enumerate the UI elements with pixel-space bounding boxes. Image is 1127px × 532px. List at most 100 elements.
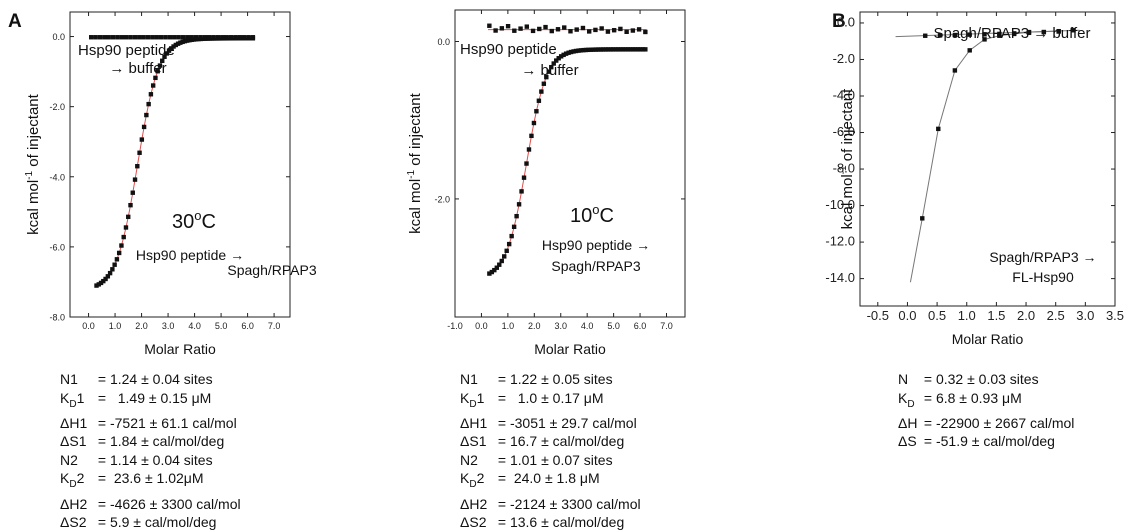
- binding-data-point: [116, 250, 122, 256]
- control-annotation: Hsp90 peptide: [460, 41, 557, 58]
- result-value: = 0.32 ± 0.03 sites: [920, 371, 1039, 387]
- result-value: = -3051 ± 29.7 cal/mol: [494, 414, 637, 431]
- binding-data-point: [551, 61, 556, 66]
- control-data-point: [202, 35, 208, 40]
- y-axis-label: kcal mol-1 of injectant: [838, 88, 856, 229]
- binding-data-point: [132, 177, 138, 182]
- binding-data-point: [178, 40, 183, 45]
- x-tick-label: 2.0: [528, 321, 541, 331]
- result-label: ΔS: [898, 433, 917, 450]
- binding-data-point: [169, 46, 174, 51]
- binding-data-point: [489, 269, 495, 275]
- binding-annotation: Hsp90 peptide →: [136, 247, 244, 263]
- x-tick-label: 1.0: [958, 308, 976, 323]
- x-tick-label: 2.5: [1047, 308, 1065, 323]
- control-data-point: [189, 35, 194, 40]
- x-axis-label: Molar Ratio: [144, 341, 216, 357]
- chart-b: -0.5 0.0 0.5 1.0 1.5 2.0 2.5 3.0 3.5 0.0 -2.0 -4.0 -…: [825, 11, 1124, 347]
- panel-label-b: B: [832, 11, 846, 32]
- binding-data-point: [630, 47, 636, 52]
- x-tick-label: 5.0: [215, 321, 228, 331]
- binding-data-point: [160, 58, 165, 63]
- binding-data-point: [128, 202, 133, 208]
- control-data-point: [198, 35, 203, 40]
- control-data-point: [636, 27, 642, 32]
- binding-data-point: [534, 109, 539, 114]
- y-tick-label: -2.0: [833, 51, 855, 66]
- result-row: ΔH2 = -2124 ± 3300 cal/mol: [460, 495, 641, 514]
- control-data-point: [537, 26, 542, 32]
- result-label: ΔH1: [460, 414, 488, 431]
- binding-data-point: [164, 51, 169, 56]
- binding-data-point: [588, 47, 594, 52]
- binding-data-point: [189, 37, 194, 43]
- binding-data-point: [148, 92, 154, 97]
- binding-data-point: [514, 213, 519, 219]
- control-data-point: [115, 35, 120, 40]
- control-data-point: [499, 26, 505, 31]
- y-tick-label: -12.0: [825, 234, 855, 249]
- binding-data-point: [96, 282, 101, 287]
- x-tick-label: 3.0: [554, 321, 567, 331]
- binding-data-point: [94, 283, 99, 288]
- control-data-point: [110, 35, 116, 40]
- result-label: N: [898, 371, 909, 387]
- binding-data-point: [171, 44, 176, 49]
- panel-label-a: A: [8, 11, 22, 32]
- y-tick-label: -2.0: [49, 102, 65, 112]
- x-tick-label: 7.0: [660, 321, 673, 331]
- binding-data-point: [568, 49, 574, 55]
- result-row: KD2 = 23.6 ± 1.02μM: [60, 469, 241, 494]
- y-tick-label: -14.0: [825, 270, 855, 285]
- binding-data-point: [499, 258, 504, 264]
- binding-data-point: [110, 267, 115, 272]
- binding-data-point: [581, 47, 586, 53]
- result-label: ΔH2: [460, 495, 488, 512]
- control-data-point: [1056, 29, 1061, 34]
- binding-data-point: [526, 147, 532, 152]
- x-tick-label: 0.0: [475, 321, 488, 331]
- temperature-label: 30oC: [172, 208, 216, 233]
- result-row: N1 = 1.24 ± 0.04 sites: [60, 370, 241, 389]
- binding-data-point: [173, 42, 179, 48]
- result-value: = 1.01 ± 0.07 sites: [494, 451, 613, 468]
- binding-data-point: [556, 56, 561, 61]
- control-data-point: [518, 26, 523, 31]
- control-data-point: [1011, 31, 1017, 36]
- control-data-point: [643, 29, 648, 35]
- result-label: ΔH2: [60, 495, 88, 512]
- result-value: = -7521 ± 61.1 cal/mol: [94, 414, 237, 431]
- binding-data-point: [103, 276, 108, 282]
- result-value: = 1.22 ± 0.05 sites: [494, 371, 613, 387]
- x-tick-label: 6.0: [634, 321, 647, 331]
- binding-data-point: [608, 47, 613, 52]
- x-tick-label: 1.0: [502, 321, 515, 331]
- y-tick-label: -4.0: [833, 88, 855, 103]
- control-annotation: Hsp90 peptide: [78, 42, 175, 59]
- binding-data-point: [920, 216, 925, 221]
- x-tick-label: 3.0: [1076, 308, 1094, 323]
- result-label: ΔS1: [60, 433, 87, 450]
- result-row: ΔH1 = -7521 ± 61.1 cal/mol: [60, 414, 241, 433]
- x-tick-label: 6.0: [241, 321, 254, 331]
- x-tick-label: -0.5: [867, 308, 889, 323]
- result-label: N1: [460, 371, 478, 387]
- binding-data-point: [583, 47, 589, 53]
- x-axis-label: Molar Ratio: [952, 331, 1024, 347]
- binding-data-point: [139, 137, 145, 142]
- control-data-point: [193, 35, 199, 40]
- x-tick-label: 4.0: [581, 321, 594, 331]
- control-data-point: [163, 35, 168, 40]
- result-value: = 24.0 ± 1.8 μM: [494, 470, 600, 487]
- binding-data-point: [576, 48, 581, 53]
- binding-data-point: [531, 120, 537, 126]
- binding-data-point: [571, 49, 576, 54]
- result-label: KD: [898, 389, 915, 410]
- result-label: ΔS2: [60, 514, 87, 531]
- control-data-point: [119, 35, 124, 40]
- result-value: = -4626 ± 3300 cal/mol: [94, 495, 241, 512]
- control-data-point: [562, 25, 567, 30]
- binding-data-point: [541, 81, 547, 86]
- x-tick-label: 0.0: [898, 308, 916, 323]
- binding-data-point: [137, 150, 142, 155]
